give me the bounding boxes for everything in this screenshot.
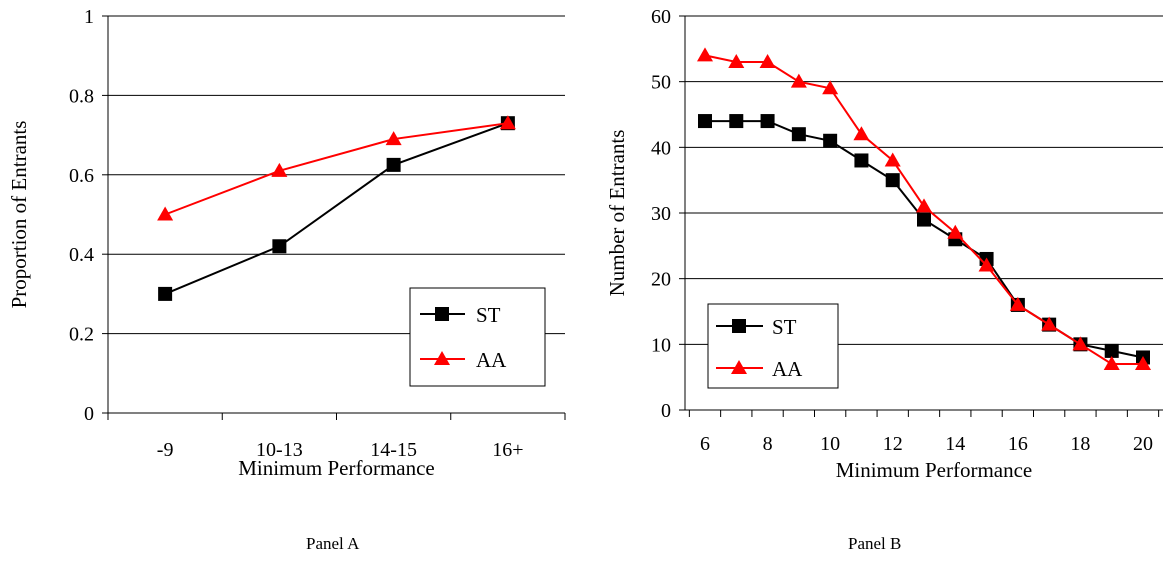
data-point-aa [1135, 356, 1151, 371]
y-tick-label: 10 [651, 334, 671, 356]
x-axis-title: Minimum Performance [238, 456, 435, 480]
x-tick-label: 10 [820, 433, 840, 455]
legend-marker-st [732, 319, 746, 333]
data-point-st [729, 114, 744, 129]
data-point-st [760, 114, 775, 129]
legend-label-st: ST [772, 315, 797, 339]
y-tick-label: 0.2 [69, 324, 94, 346]
data-point-aa [697, 47, 713, 62]
x-tick-label: 12 [883, 433, 903, 455]
panel-b-chart: 0 10 20 30 40 50 60 6 8 10 12 14 16 18 20 Minimum Perfo… [605, 6, 1163, 482]
series-line-aa [164, 122, 509, 216]
y-tick-label: 50 [651, 72, 671, 94]
data-point-st [885, 173, 900, 188]
data-point-st [158, 286, 173, 301]
x-tick-label: 20 [1133, 433, 1153, 455]
x-axis-title: Minimum Performance [836, 458, 1033, 482]
series-line-st [164, 122, 509, 295]
x-tick-label: 6 [700, 433, 710, 455]
data-point-aa [1009, 296, 1026, 311]
data-point-st [791, 127, 806, 142]
legend-label-st: ST [476, 303, 501, 327]
data-point-aa [1041, 316, 1058, 331]
data-point-aa [884, 152, 901, 167]
y-tick-label: 60 [651, 6, 671, 28]
legend-label-aa: AA [772, 357, 803, 381]
data-point-aa [947, 224, 964, 239]
data-point-aa [916, 198, 932, 213]
legend-marker-aa [434, 351, 450, 365]
data-point-aa [1072, 336, 1089, 351]
data-point-st [698, 114, 712, 129]
y-tick-label: 0 [661, 400, 671, 422]
y-tick-label: 0.6 [69, 165, 94, 187]
y-tick-label: 1 [84, 6, 94, 28]
x-tick-label: 10-13 [256, 439, 303, 461]
data-point-aa [853, 126, 870, 141]
data-point-aa [157, 206, 174, 221]
data-point-aa [1103, 356, 1120, 371]
data-point-st [386, 157, 401, 172]
y-tick-label: 30 [651, 203, 671, 225]
data-point-aa [759, 53, 776, 68]
x-tick-label: 14 [945, 433, 965, 455]
y-tick-label: 0 [84, 403, 94, 425]
y-tick-label: 40 [651, 137, 671, 159]
x-tick-label: 14-15 [370, 439, 417, 461]
y-axis-title: Proportion of Entrants [7, 121, 31, 309]
data-point-aa [271, 162, 288, 177]
data-point-st [917, 212, 931, 227]
data-point-aa [790, 73, 807, 88]
data-point-st [823, 133, 838, 148]
y-tick-label: 20 [651, 269, 671, 291]
x-tick-label: -9 [157, 439, 174, 461]
panel-a-chart: 0 0.2 0.4 0.6 0.8 1 -9 10-13 14-15 16+ Minimum Per… [7, 6, 566, 480]
legend-marker-st [435, 307, 449, 321]
data-point-st [272, 239, 287, 254]
data-point-aa [978, 257, 995, 272]
panel-b-caption: Panel B [848, 534, 902, 553]
data-point-aa [728, 53, 745, 68]
x-tick-label: 8 [763, 433, 773, 455]
y-tick-label: 0.8 [69, 85, 94, 107]
x-tick-label: 16 [1008, 433, 1028, 455]
x-tick-label: 16+ [492, 439, 523, 461]
data-point-st [1104, 343, 1119, 358]
legend-label-aa: AA [476, 348, 507, 372]
data-point-st [854, 153, 869, 168]
legend-marker-aa [731, 360, 747, 374]
panel-a-caption: Panel A [306, 534, 360, 553]
data-point-aa [385, 131, 402, 146]
y-tick-label: 0.4 [69, 244, 94, 266]
data-point-aa [499, 115, 516, 130]
x-tick-label: 18 [1070, 433, 1090, 455]
y-axis-title: Number of Entrants [605, 130, 629, 297]
data-point-aa [822, 80, 839, 95]
legend-box [409, 287, 546, 387]
legend-box [707, 303, 839, 389]
